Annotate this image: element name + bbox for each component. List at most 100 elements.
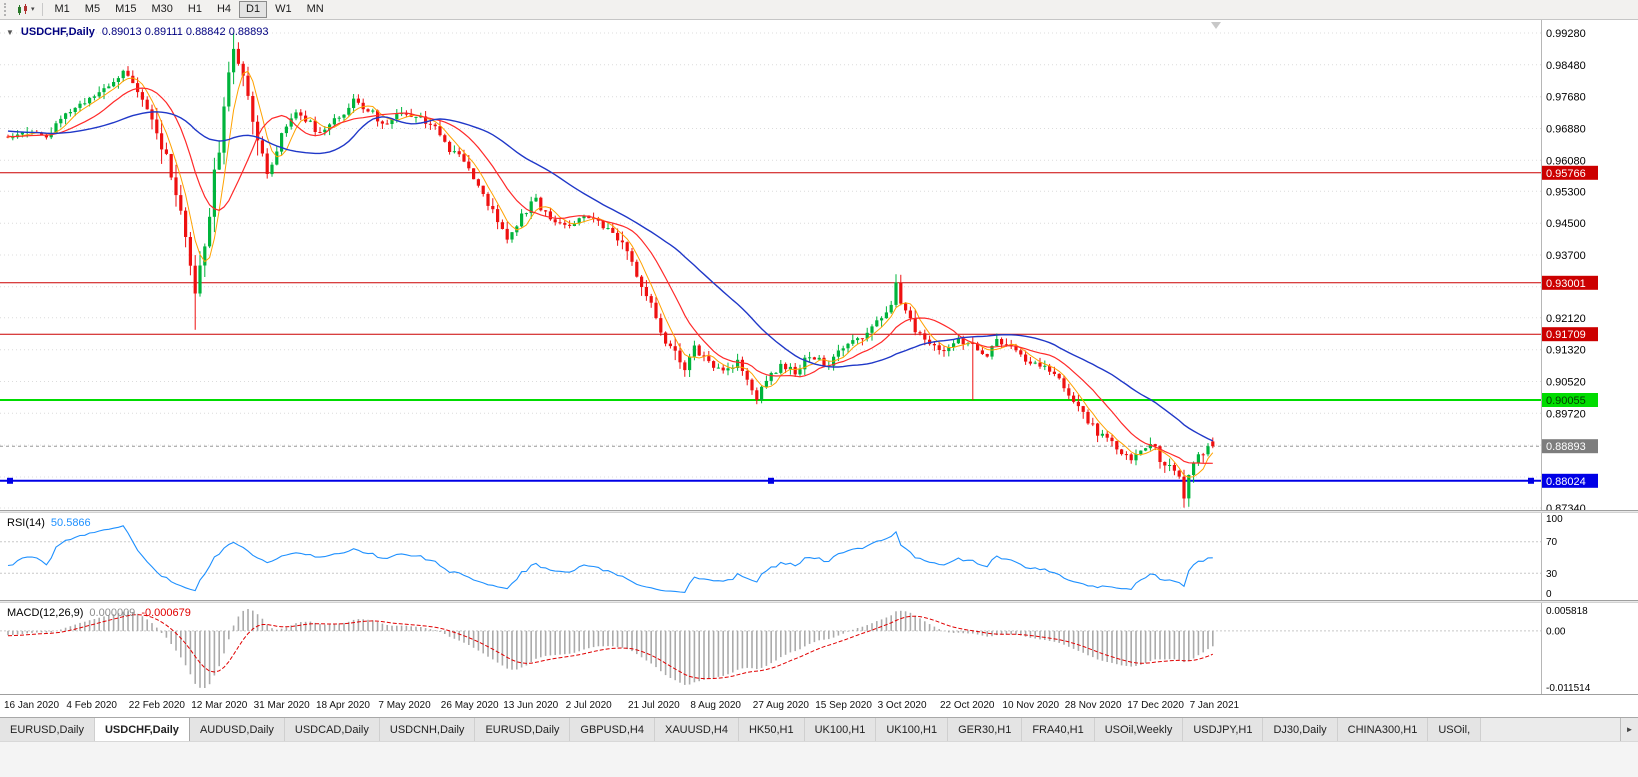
candlestick-chart[interactable]: 0.99280 0.98480 0.97680 0.96880 0.96080 0.953… <box>0 20 1638 510</box>
candle-body <box>203 246 207 266</box>
candle-body <box>78 103 82 108</box>
candle-body <box>491 206 495 210</box>
time-axis-label: 4 Feb 2020 <box>66 700 117 711</box>
chart-tab-usdjpy-h1[interactable]: USDJPY,H1 <box>1183 718 1264 741</box>
candle-body <box>404 112 408 115</box>
chart-tab-uk100-h1[interactable]: UK100,H1 <box>804 718 877 741</box>
candle-body <box>73 107 77 112</box>
candle-body <box>40 132 44 135</box>
toolbar-separator <box>41 3 43 16</box>
candle-body <box>88 97 92 104</box>
price-marker-0.95766 <box>1542 165 1598 180</box>
macd-axis-label: 0.005818 <box>1546 606 1588 617</box>
candle-body <box>198 265 202 294</box>
candle-body <box>553 219 557 223</box>
candle-body <box>1014 346 1018 351</box>
chart-collapse-icon[interactable]: ▼ <box>6 27 14 37</box>
main-chart-panel[interactable]: 0.99280 0.98480 0.97680 0.96880 0.96080 0.953… <box>0 20 1638 510</box>
rsi-indicator-panel[interactable]: 100 70 30 0 RSI(14) 50.5866 <box>0 513 1638 600</box>
candle-body <box>1043 365 1047 367</box>
chart-tab-usoil[interactable]: USOil, <box>1428 718 1482 741</box>
candle-body <box>236 48 240 64</box>
chart-tab-eurusd-daily[interactable]: EURUSD,Daily <box>0 718 95 741</box>
chart-tab-usdcad-daily[interactable]: USDCAD,Daily <box>284 718 380 741</box>
candle-body <box>870 326 874 333</box>
chart-shift-marker[interactable] <box>1211 22 1221 29</box>
chart-symbol-period: USDCHF,Daily <box>20 26 95 38</box>
toolbar-grip[interactable] <box>4 3 10 16</box>
chart-tab-fra40-h1[interactable]: FRA40,H1 <box>1022 718 1095 741</box>
timeframe-button-m30[interactable]: M30 <box>151 3 173 15</box>
chart-tab-china300-h1[interactable]: CHINA300,H1 <box>1337 718 1429 741</box>
line-handle[interactable] <box>768 477 774 484</box>
rsi-axis-label: 30 <box>1546 569 1558 580</box>
candle-body <box>356 98 360 103</box>
chart-tab-dj30-daily[interactable]: DJ30,Daily <box>1263 718 1338 741</box>
candle-body <box>160 133 164 150</box>
candle-body <box>299 112 303 116</box>
time-axis-label: 22 Feb 2020 <box>128 700 185 711</box>
candle-body <box>889 304 893 313</box>
candle-body <box>380 121 384 124</box>
chart-title: ▼ USDCHF,Daily 0.89013 0.89111 0.88842 0… <box>6 26 268 38</box>
chart-type-button[interactable]: ▾ <box>14 2 37 18</box>
candle-body <box>337 117 341 119</box>
candle-body <box>505 228 509 240</box>
tab-scroll-right-button[interactable]: ► <box>1620 718 1638 741</box>
candle-body <box>1024 354 1028 362</box>
chart-tab-usdcnh-daily[interactable]: USDCNH,Daily <box>379 718 476 741</box>
candle-body <box>668 343 672 347</box>
candle-body <box>140 92 144 100</box>
candle-body <box>692 345 696 357</box>
candle-body <box>812 357 816 360</box>
candle-body <box>1163 462 1167 466</box>
chart-tab-xauusd-h4[interactable]: XAUUSD,H4 <box>654 718 739 741</box>
candle-body <box>697 345 701 356</box>
chart-tab-hk50-h1[interactable]: HK50,H1 <box>738 718 805 741</box>
candle-body <box>712 361 716 368</box>
timeframe-button-w1[interactable]: W1 <box>275 3 292 15</box>
timeframe-button-m5[interactable]: M5 <box>84 3 101 15</box>
candle-body <box>1153 444 1157 447</box>
candle-body <box>856 338 860 341</box>
timeframe-button-mn[interactable]: MN <box>306 3 324 15</box>
panel-divider[interactable] <box>0 600 1638 603</box>
time-axis-label: 2 Jul 2020 <box>565 700 612 711</box>
time-axis[interactable]: 16 Jan 2020 4 Feb 2020 22 Feb 2020 12 Mar 2… <box>0 694 1638 717</box>
panel-divider[interactable] <box>0 510 1638 513</box>
timeframe-button-m1[interactable]: M1 <box>54 3 70 15</box>
time-axis-label: 27 Aug 2020 <box>752 700 809 711</box>
candle-body <box>1091 423 1095 425</box>
line-handle[interactable] <box>7 477 13 484</box>
price-marker-label: 0.88893 <box>1546 441 1586 453</box>
candle-body <box>803 357 807 370</box>
time-axis-label: 22 Oct 2020 <box>940 700 995 711</box>
timeframe-button-h1[interactable]: H1 <box>187 3 202 15</box>
chart-tab-ger30-h1[interactable]: GER30,H1 <box>948 718 1023 741</box>
candle-body <box>654 302 658 319</box>
rsi-chart[interactable]: 100 70 30 0 <box>0 513 1638 600</box>
candle-body <box>179 195 183 211</box>
candle-body <box>822 357 826 366</box>
chart-tab-usdchf-daily[interactable]: USDCHF,Daily <box>94 718 190 741</box>
candle-body <box>448 141 452 152</box>
candle-body <box>716 367 720 369</box>
candle-body <box>937 345 941 350</box>
chart-tab-usoil-weekly[interactable]: USOil,Weekly <box>1094 718 1184 741</box>
line-handle[interactable] <box>1528 477 1534 484</box>
macd-indicator-panel[interactable]: 0.005818 0.00 -0.011514 MACD(12,26,9) 0.00… <box>0 603 1638 694</box>
timeframe-button-d1[interactable]: D1 <box>239 1 268 18</box>
candle-body <box>990 346 994 357</box>
chart-tab-audusd-daily[interactable]: AUDUSD,Daily <box>189 718 285 741</box>
timeframe-button-h4[interactable]: H4 <box>216 3 232 15</box>
chart-tab-gbpusd-h4[interactable]: GBPUSD,H4 <box>570 718 655 741</box>
timeframe-button-m15[interactable]: M15 <box>115 3 137 15</box>
candle-body <box>64 113 68 119</box>
chart-tab-eurusd-daily[interactable]: EURUSD,Daily <box>475 718 571 741</box>
time-axis-label: 7 May 2020 <box>378 700 431 711</box>
candle-body <box>136 83 140 93</box>
chart-tab-uk100-h1[interactable]: UK100,H1 <box>876 718 949 741</box>
candle-body <box>1158 446 1162 462</box>
macd-chart[interactable]: 0.005818 0.00 -0.011514 <box>0 603 1638 694</box>
candle-body <box>83 103 87 105</box>
